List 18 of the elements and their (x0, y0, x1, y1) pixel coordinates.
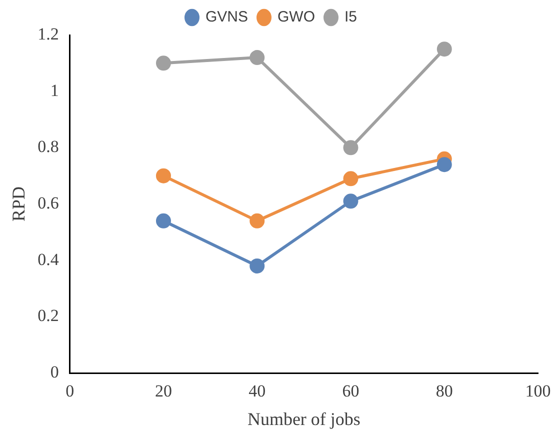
y-tick-label: 1 (50, 80, 59, 100)
x-tick-label: 40 (248, 382, 266, 401)
x-tick-label: 80 (436, 382, 453, 401)
y-tick-label: 0.4 (38, 250, 60, 269)
y-tick-label: 0 (50, 362, 59, 382)
x-tick-label: 100 (525, 382, 551, 401)
x-tick-label: 0 (66, 382, 74, 401)
legend-label: I5 (344, 8, 358, 26)
legend-label: GWO (278, 8, 316, 26)
y-axis-title: RPD (8, 186, 29, 222)
legend-label: GVNS (205, 8, 248, 26)
y-tick-label: 0.2 (38, 306, 59, 326)
x-axis-title: Number of jobs (247, 408, 360, 429)
y-tick-label: 0.8 (38, 137, 59, 156)
x-tick-label: 20 (154, 382, 172, 401)
y-tick-label: 1.2 (38, 24, 59, 44)
x-tick-label: 60 (342, 382, 360, 401)
y-tick-label: 0.6 (38, 193, 59, 212)
